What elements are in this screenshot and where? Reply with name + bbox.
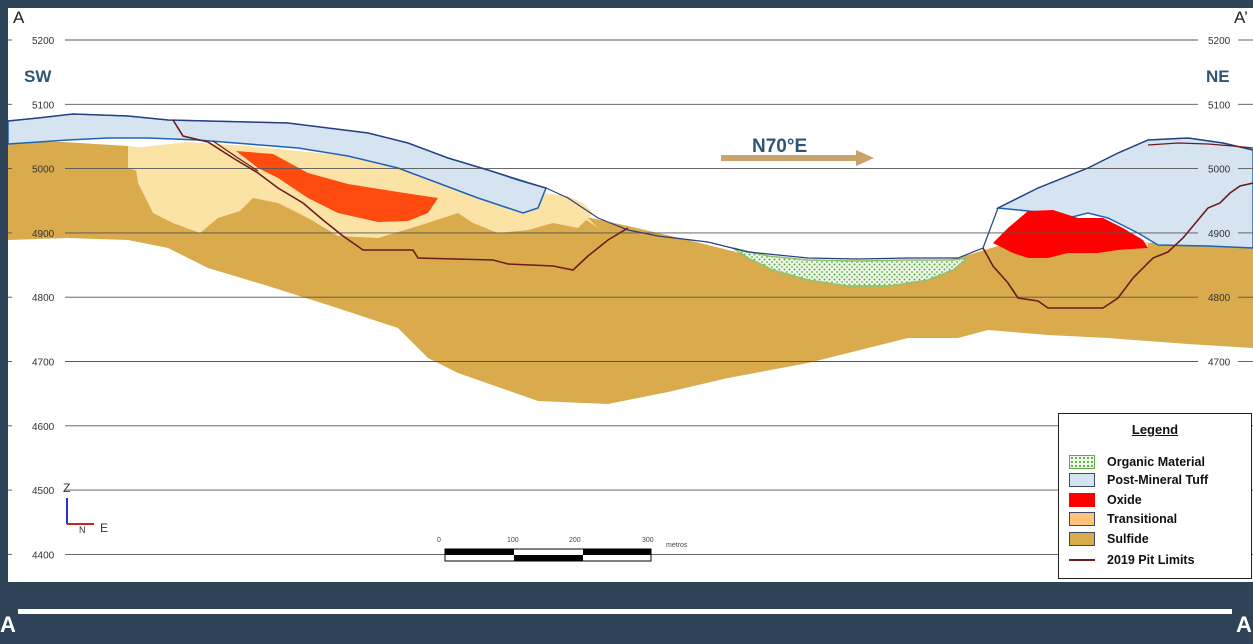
section-corner-left: A [13, 8, 25, 27]
legend-title: Legend [1131, 422, 1179, 437]
legend-label-oxide: Oxide [1107, 493, 1142, 507]
elevation-labels-left: 5200 5100 5000 4900 4800 4700 4600 4500 4400 [32, 36, 55, 561]
sulfide-swatch-icon [1069, 532, 1095, 546]
legend-label-pit-limits: 2019 Pit Limits [1107, 553, 1195, 567]
bottom-label-left: A [0, 612, 16, 637]
oxide-zone-right [993, 210, 1148, 258]
direction-ne-label: NE [1206, 67, 1230, 86]
pit-limit-right-upper [1147, 142, 1253, 149]
axis-e-label: E [100, 521, 108, 535]
elevation-label-right-4800: 4800 [1208, 293, 1231, 304]
cross-section-panel: 5200 5100 5000 4900 4800 4700 4600 4500 4400 520… [8, 8, 1253, 582]
elevation-label-right-5200: 5200 [1208, 36, 1231, 47]
scale-unit: metros [666, 542, 688, 549]
axis-n-label: N [79, 525, 86, 535]
elevation-label-left-5200: 5200 [32, 36, 55, 47]
organic-swatch-icon [1069, 455, 1095, 469]
legend-label-organic: Organic Material [1107, 455, 1205, 469]
scale-tick-200: 200 [569, 537, 581, 544]
tuff-swatch-icon [1069, 473, 1095, 487]
section-corner-right: A’ [1234, 8, 1248, 27]
scale-tick-0: 0 [437, 537, 441, 544]
direction-sw-label: SW [24, 67, 52, 86]
pit-limit-right [982, 182, 1253, 309]
oxide-swatch-icon [1069, 493, 1095, 507]
elevation-gridlines [8, 39, 1253, 555]
legend-label-tuff: Post-Mineral Tuff [1107, 473, 1209, 487]
section-trace-bar [18, 609, 1232, 614]
elevation-label-left-4600: 4600 [32, 422, 55, 433]
elevation-label-left-4900: 4900 [32, 229, 55, 240]
legend-item-pit-limits: 2019 Pit Limits [1069, 552, 1195, 568]
legend-item-transitional: Transitional [1069, 511, 1177, 527]
scale-bar [444, 548, 652, 562]
elevation-label-left-4700: 4700 [32, 358, 55, 369]
legend-label-sulfide: Sulfide [1107, 532, 1149, 546]
topography-line [8, 113, 1253, 260]
cross-section-diagram: 5200 5100 5000 4900 4800 4700 4600 4500 4400 520… [8, 8, 1253, 562]
elevation-label-left-4800: 4800 [32, 293, 55, 304]
legend-item-oxide: Oxide [1069, 492, 1142, 508]
elevation-label-left-5100: 5100 [32, 100, 55, 111]
elevation-label-right-4900: 4900 [1208, 229, 1231, 240]
elevation-label-right-5100: 5100 [1208, 100, 1231, 111]
legend-item-sulfide: Sulfide [1069, 531, 1149, 547]
transitional-swatch-icon [1069, 512, 1095, 526]
legend-item-tuff: Post-Mineral Tuff [1069, 472, 1208, 488]
axis-triad-icon [66, 498, 94, 525]
pit-limit-left [172, 119, 629, 271]
pit-limit-left-upper [212, 140, 259, 172]
elevation-label-left-5000: 5000 [32, 165, 55, 176]
bearing-label: N70°E [752, 136, 807, 157]
legend-item-organic: Organic Material [1069, 454, 1205, 470]
scale-tick-300: 300 [642, 537, 654, 544]
elevation-label-right-4700: 4700 [1208, 358, 1231, 369]
bearing-arrow-icon [721, 150, 874, 166]
bottom-label-right: A [1236, 612, 1252, 637]
legend-label-transitional: Transitional [1107, 512, 1178, 526]
legend: Legend Organic Material Post-Mineral Tuf… [1058, 413, 1252, 579]
pit-limit-line-icon [1069, 559, 1095, 561]
axis-z-label: Z [63, 481, 70, 495]
organic-material-zone [732, 247, 971, 287]
elevation-label-right-5000: 5000 [1208, 165, 1231, 176]
elevation-label-left-4500: 4500 [32, 486, 55, 497]
scale-tick-100: 100 [507, 537, 519, 544]
elevation-label-left-4400: 4400 [32, 550, 55, 561]
